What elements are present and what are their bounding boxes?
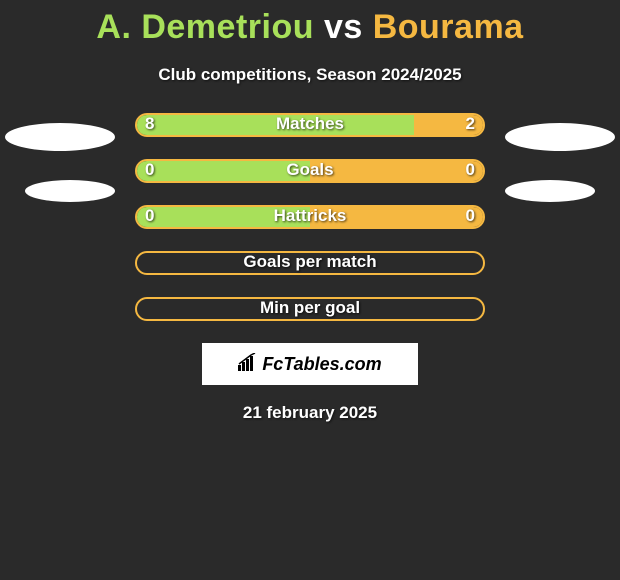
stat-label: Goals per match xyxy=(135,252,485,272)
stat-row: Hattricks0 0 xyxy=(135,205,485,229)
player1-avatar-placeholder-1 xyxy=(5,123,115,151)
stat-row: Goals0 0 xyxy=(135,159,485,183)
stat-value-left: 8 xyxy=(145,114,154,134)
stat-label: Matches xyxy=(135,114,485,134)
stat-value-right: 0 xyxy=(466,206,475,226)
chart-icon xyxy=(238,353,260,376)
page-title: A. Demetriou vs Bourama xyxy=(0,0,620,47)
stat-value-left: 0 xyxy=(145,206,154,226)
subtitle: Club competitions, Season 2024/2025 xyxy=(0,65,620,85)
stat-row: Goals per match xyxy=(135,251,485,275)
stat-label: Hattricks xyxy=(135,206,485,226)
brand-box: FcTables.com xyxy=(202,343,418,385)
stat-value-right: 0 xyxy=(466,160,475,180)
player2-avatar-placeholder-1 xyxy=(505,123,615,151)
brand-text: FcTables.com xyxy=(238,353,381,376)
stat-label: Min per goal xyxy=(135,298,485,318)
date-text: 21 february 2025 xyxy=(0,403,620,423)
player2-name: Bourama xyxy=(373,8,524,46)
stat-row: Matches8 2 xyxy=(135,113,485,137)
brand-label: FcTables.com xyxy=(262,354,381,375)
stat-row: Min per goal xyxy=(135,297,485,321)
stat-value-left: 0 xyxy=(145,160,154,180)
vs-text: vs xyxy=(324,8,363,46)
stat-value-right: 2 xyxy=(466,114,475,134)
player1-avatar-placeholder-2 xyxy=(25,180,115,202)
stat-label: Goals xyxy=(135,160,485,180)
player1-name: A. Demetriou xyxy=(96,8,314,46)
player2-avatar-placeholder-2 xyxy=(505,180,595,202)
